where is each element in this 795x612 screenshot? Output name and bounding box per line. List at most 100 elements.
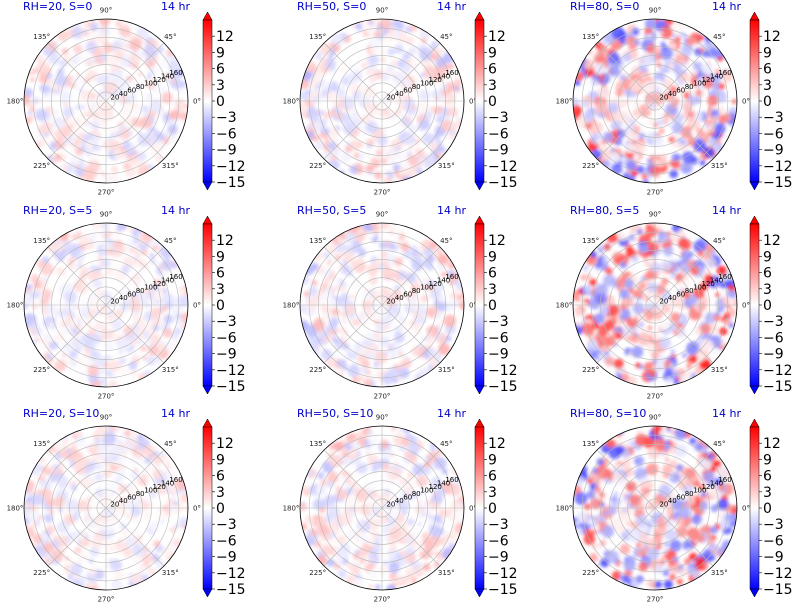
heatmap-cell (371, 114, 378, 121)
colorbar-tick-label: 6 (216, 266, 225, 282)
heatmap-cell (94, 569, 105, 580)
heatmap-cell (99, 19, 110, 27)
angle-tick-label: 135° (309, 440, 326, 448)
heatmap-cell (149, 83, 155, 90)
heatmap-cell (132, 544, 144, 556)
heatmap-cell (690, 265, 700, 276)
radial-tick-label: 40 (395, 294, 404, 302)
heatmap-cell (148, 568, 156, 576)
angle-tick-label: 90° (649, 7, 661, 15)
heatmap-cell (88, 558, 94, 564)
heatmap-cell (429, 444, 437, 452)
heatmap-cell (52, 116, 65, 129)
heatmap-cell (100, 377, 106, 384)
angle-tick-label: 0° (469, 302, 477, 310)
heatmap-cell (320, 42, 333, 55)
heatmap-cell (633, 39, 641, 46)
heatmap-cell (402, 249, 412, 259)
heatmap-cell (669, 573, 676, 581)
radial-tick-label: 100 (693, 80, 706, 88)
heatmap-cell (392, 459, 399, 466)
angular-gridline (654, 42, 714, 102)
heatmap-cell (181, 296, 188, 305)
colorbar-tick-label: 6 (763, 266, 772, 282)
colorbar-extend-min (202, 385, 213, 395)
radial-tick-label: 80 (136, 490, 145, 498)
angle-tick-label: 270° (98, 596, 115, 604)
angle-tick-label: 225° (309, 366, 326, 374)
angular-gridline (654, 246, 714, 306)
heatmap-cell (663, 579, 673, 590)
heatmap-cell (95, 265, 102, 272)
angular-gridline (323, 100, 383, 160)
heatmap-cell (705, 40, 713, 48)
heatmap-cell (389, 94, 395, 100)
heatmap-cell (80, 370, 88, 378)
heatmap-cell (603, 243, 611, 251)
heatmap-cell (33, 473, 39, 480)
colorbar-extend-max (202, 418, 213, 428)
heatmap-cell (150, 307, 162, 318)
heatmap-cell (99, 454, 106, 461)
heatmap-cell (74, 546, 82, 555)
heatmap-cell (308, 469, 314, 476)
heatmap-cell (339, 512, 353, 526)
polar-frame (572, 425, 738, 591)
angle-tick-label: 225° (309, 162, 326, 170)
radial-tick-label: 20 (110, 501, 119, 509)
colorbar-tick-label: 0 (763, 94, 772, 110)
heatmap-cell (398, 170, 405, 177)
heatmap-cell (618, 308, 631, 321)
heatmap-cell (691, 514, 702, 525)
heatmap-cell (136, 339, 142, 345)
angular-gridline (105, 100, 165, 160)
heatmap-cell (83, 76, 91, 84)
colorbar-extend-max (474, 418, 485, 428)
heatmap-cell (429, 240, 438, 250)
heatmap-cell (351, 23, 356, 29)
heatmap-cell (105, 357, 113, 364)
heatmap-cell (156, 60, 166, 71)
heatmap-cell (123, 547, 133, 558)
heatmap-cell (152, 324, 160, 332)
heatmap-cell (133, 333, 139, 339)
heatmap-cell (117, 483, 128, 494)
heatmap-cell (379, 157, 388, 166)
colorbar-extend-min (474, 588, 485, 598)
angular-gridline (654, 304, 714, 364)
heatmap-cell (361, 171, 370, 180)
panel-title: RH=80, S=5 (570, 204, 639, 217)
colorbar-tick-label: 9 (763, 452, 772, 468)
heatmap-cell (319, 488, 325, 494)
heatmap-cell (662, 464, 674, 475)
heatmap-cell (96, 146, 101, 151)
heatmap-cell (662, 548, 668, 554)
heatmap-cell (134, 318, 147, 331)
colorbar-tick-label: 6 (763, 62, 772, 78)
heatmap-cell (619, 261, 627, 269)
heatmap-cell (305, 325, 317, 338)
heatmap-cell (30, 77, 35, 83)
heatmap-cell (617, 99, 627, 109)
heatmap-cell (427, 535, 440, 549)
heatmap-cell (340, 251, 346, 257)
heatmap-cell (428, 524, 441, 536)
colorbar-tick-label: 6 (488, 62, 497, 78)
heatmap-cell (64, 102, 68, 107)
heatmap-cell (111, 463, 119, 472)
heatmap-cell (398, 151, 409, 162)
heatmap-cell (573, 307, 584, 318)
heatmap-cell (626, 248, 636, 258)
heatmap-cell (622, 52, 632, 63)
heatmap-cell (632, 268, 637, 273)
heatmap-cell (389, 544, 397, 552)
heatmap-cell (654, 536, 663, 544)
colorbar-tick-label: −3 (763, 517, 784, 533)
heatmap-cell (73, 94, 80, 102)
radial-tick-label: 160 (718, 476, 731, 484)
heatmap-cell (424, 336, 429, 341)
heatmap-cell (92, 453, 99, 460)
heatmap-cell (40, 121, 54, 134)
heatmap-cell (62, 240, 73, 251)
